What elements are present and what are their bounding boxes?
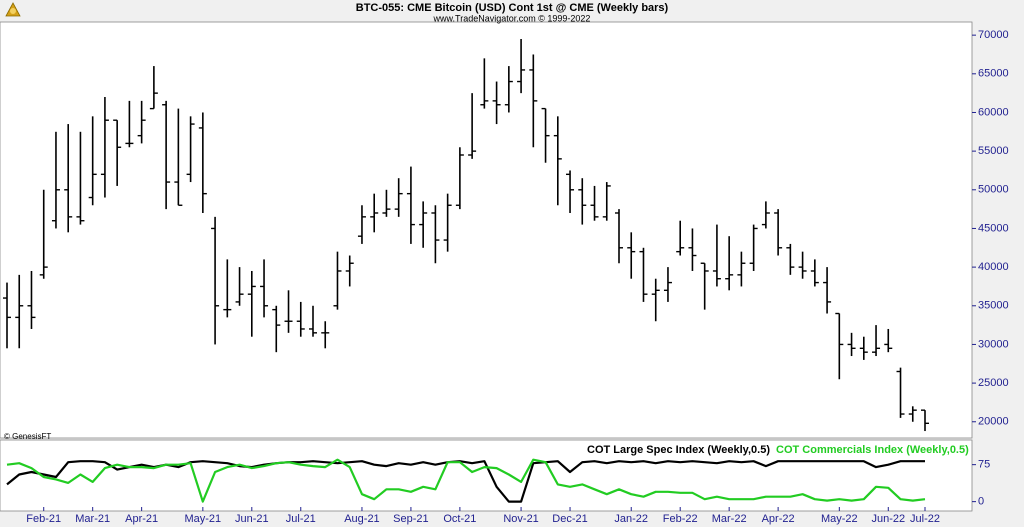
chart-title: BTC-055: CME Bitcoin (USD) Cont 1st @ CM… [356, 2, 669, 14]
x-tick-label: May-21 [184, 513, 221, 525]
y-tick-label: 25000 [978, 377, 1009, 389]
price-panel [0, 21, 973, 439]
x-tick-label: Feb-22 [663, 513, 698, 525]
y-tick-label: 30000 [978, 338, 1009, 350]
x-tick-label: Jan-22 [614, 513, 648, 525]
x-tick-label: Apr-21 [125, 513, 158, 525]
y-tick-label: 20000 [978, 416, 1009, 428]
chart-subtitle: www.TradeNavigator.com © 1999-2022 [433, 13, 591, 23]
x-tick-label: Jul-22 [910, 513, 940, 525]
line-series [6, 458, 926, 503]
y-tick-label: 45000 [978, 222, 1009, 234]
x-tick-label: Jun-22 [871, 513, 905, 525]
x-tick-label: Aug-21 [344, 513, 379, 525]
x-tick-label: May-22 [821, 513, 858, 525]
x-tick-label: Jul-21 [286, 513, 316, 525]
x-tick-label: Mar-22 [712, 513, 747, 525]
y-tick-label: 50000 [978, 184, 1009, 196]
x-tick-label: Mar-21 [75, 513, 110, 525]
y-tick-label: 0 [978, 496, 984, 508]
x-tick-label: Apr-22 [762, 513, 795, 525]
y-tick-label: 60000 [978, 106, 1009, 118]
x-tick-label: Sep-21 [393, 513, 428, 525]
logo [5, 2, 21, 17]
legend-entry: COT Commercials Index (Weekly,0.5) [776, 444, 969, 456]
x-tick-label: Nov-21 [503, 513, 538, 525]
cot-panel [0, 439, 973, 512]
y-tick-label: 65000 [978, 68, 1009, 80]
y-tick-label: 75 [978, 459, 990, 471]
y-tick-label: 55000 [978, 145, 1009, 157]
y-tick-label: 35000 [978, 300, 1009, 312]
x-tick-label: Oct-21 [443, 513, 476, 525]
annotation: © GenesisFT [4, 432, 51, 441]
x-tick-label: Feb-21 [26, 513, 61, 525]
y-tick-label: 40000 [978, 261, 1009, 273]
x-tick-label: Jun-21 [235, 513, 269, 525]
y-tick-label: 70000 [978, 29, 1009, 41]
x-tick-label: Dec-21 [552, 513, 587, 525]
legend-entry: COT Large Spec Index (Weekly,0.5) [587, 444, 770, 456]
